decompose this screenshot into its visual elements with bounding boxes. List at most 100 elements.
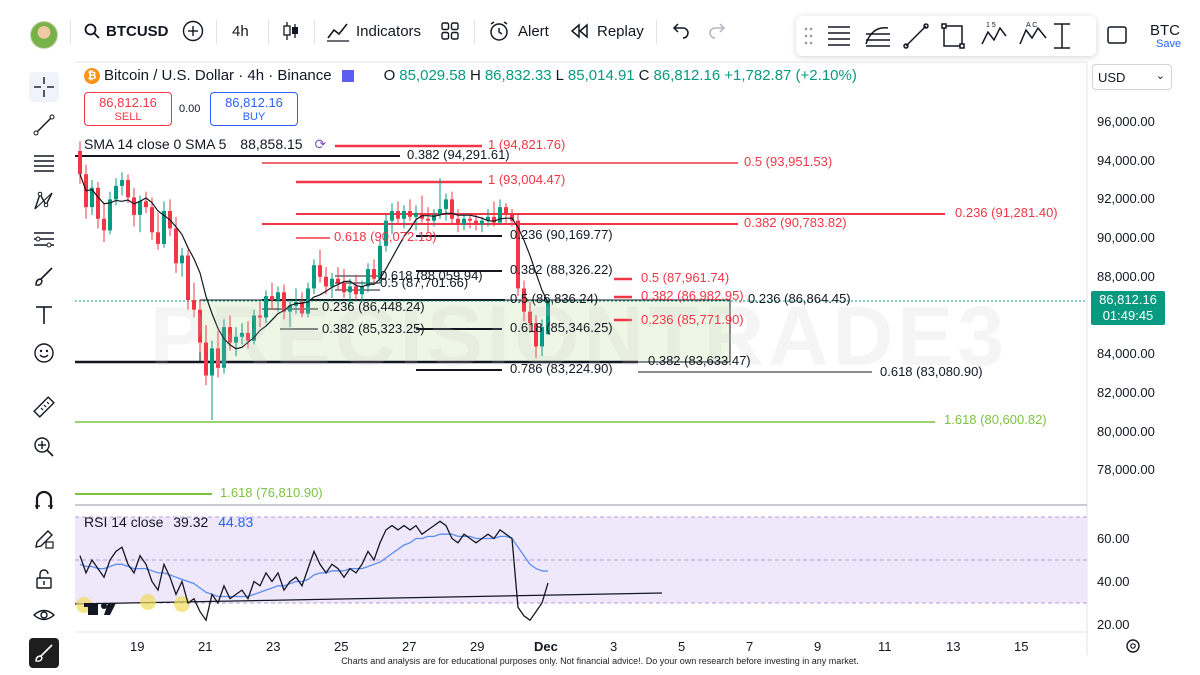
current-price-tag: 86,812.16 01:49:45 <box>1091 291 1165 325</box>
compare-symbol-button[interactable] <box>182 18 204 44</box>
emoji-tool[interactable] <box>29 338 59 368</box>
sell-price: 86,812.16 <box>99 95 157 110</box>
toolbar-divider <box>216 20 217 44</box>
toolbar-divider <box>314 20 315 44</box>
currency-select[interactable]: USD ⌄ <box>1092 64 1172 90</box>
brush-icon <box>35 267 53 286</box>
candle-body <box>498 207 502 223</box>
replay-button[interactable]: Replay <box>570 18 644 44</box>
fib-level-label: 0.382 (90,783.82) <box>744 214 847 230</box>
rsi-trendline[interactable] <box>74 592 663 605</box>
zoom-in-tool[interactable] <box>29 432 59 462</box>
indicators-button[interactable]: Indicators <box>326 18 421 44</box>
lock-open-icon <box>36 569 52 589</box>
interval-label: 4h <box>232 22 249 40</box>
fib-level-label: 0.382 (83,633.47) <box>648 353 751 369</box>
hide-drawings-tool[interactable] <box>29 600 59 630</box>
toolbar-divider <box>474 20 475 44</box>
sma-legend[interactable]: SMA 14 close 0 SMA 5 88,858.15 ⟳ <box>84 136 326 153</box>
date-axis-label: 21 <box>198 639 213 654</box>
interval-button[interactable]: 4h <box>232 18 249 44</box>
candle-body <box>528 311 532 324</box>
candle-body <box>258 315 262 318</box>
symbol-legend[interactable]: ₿ Bitcoin / U.S. Dollar · 4h · Binance O… <box>84 67 857 84</box>
user-avatar[interactable] <box>30 21 58 49</box>
forecast-tool[interactable] <box>29 224 59 254</box>
candle-body <box>120 180 124 186</box>
rsi-line <box>79 520 549 622</box>
alert-button[interactable]: Alert <box>488 18 549 44</box>
fib-level-label: 1.618 (76,810.90) <box>220 485 323 501</box>
candle-body <box>390 211 394 221</box>
brush-tool[interactable] <box>29 262 59 292</box>
alert-label: Alert <box>518 22 549 40</box>
candle-body <box>282 292 286 312</box>
candle-body <box>354 286 358 295</box>
text-tool[interactable] <box>29 300 59 330</box>
candle-body <box>150 207 154 233</box>
candle-body <box>162 211 166 244</box>
fib-level-label: 1.618 (80,600.82) <box>944 411 1047 427</box>
candle-body <box>348 286 352 293</box>
candle-body <box>402 211 406 219</box>
candle-body <box>444 199 448 210</box>
rsi-legend[interactable]: RSI 14 close 39.32 44.83 <box>84 514 253 530</box>
high-value: 86,832.33 <box>484 67 552 84</box>
candle-body <box>228 327 232 343</box>
buy-label: BUY <box>242 111 266 123</box>
candle-body <box>318 265 322 277</box>
currency-label: USD <box>1098 70 1126 85</box>
active-brush-tool[interactable] <box>29 638 59 668</box>
stay-in-drawing-mode-tool[interactable] <box>29 524 59 554</box>
forecast-icon <box>34 232 54 248</box>
price-axis-label: 80,000.00 <box>1097 423 1155 439</box>
candle-body <box>396 211 400 219</box>
save-link[interactable]: Save <box>1156 38 1182 50</box>
fib-level-label: 0.618 (83,080.90) <box>880 363 983 379</box>
candle-body <box>210 348 214 376</box>
redo-button[interactable] <box>708 18 728 44</box>
undo-icon <box>672 23 689 39</box>
fib-level-label: 0.5 (93,951.53) <box>744 153 833 169</box>
account-label[interactable]: BTC <box>1150 22 1180 39</box>
layout-button[interactable] <box>1106 22 1128 48</box>
candle-body <box>414 212 418 217</box>
candle-body <box>246 332 250 341</box>
measure-tool[interactable] <box>29 392 59 422</box>
candle-body <box>504 207 508 215</box>
candle-body <box>252 315 256 341</box>
lock-drawings-tool[interactable] <box>29 564 59 594</box>
settings-gear-icon[interactable] <box>1126 639 1140 653</box>
candle-body <box>450 199 454 219</box>
date-axis-label: 5 <box>678 639 686 654</box>
magnet-tool[interactable] <box>29 486 59 516</box>
fib-level-label: 0.5 (87,701.66) <box>380 274 469 290</box>
candle-body <box>216 348 220 368</box>
symbol-search-button[interactable]: BTCUSD <box>84 18 169 44</box>
fib-level-label: 0.618 (90,072.13) <box>334 228 437 244</box>
candle-body <box>180 255 184 264</box>
price-axis-label: 84,000.00 <box>1097 346 1155 362</box>
buy-button[interactable]: 86,812.16 BUY <box>210 92 298 126</box>
current-price-value: 86,812.16 <box>1099 292 1157 307</box>
brush-active-icon <box>35 644 53 662</box>
smiley-icon <box>34 343 54 363</box>
buy-price: 86,812.16 <box>225 95 283 110</box>
candle-body <box>126 180 130 198</box>
chart-type-button[interactable] <box>282 18 300 44</box>
pattern-tool[interactable] <box>29 186 59 216</box>
templates-button[interactable] <box>440 18 460 44</box>
price-axis-label: 88,000.00 <box>1097 268 1155 284</box>
spread-value: 0.00 <box>179 103 201 115</box>
undo-button[interactable] <box>670 18 690 44</box>
low-value: 85,014.91 <box>567 67 635 84</box>
candle-body <box>306 288 310 314</box>
candle-body <box>138 201 142 215</box>
sell-button[interactable]: 86,812.16 SELL <box>84 92 172 126</box>
crosshair-tool[interactable] <box>29 72 59 102</box>
trend-line-tool[interactable] <box>29 110 59 140</box>
candle-body <box>102 218 106 231</box>
fib-retracement-tool[interactable] <box>29 148 59 178</box>
toolbar-divider <box>268 20 269 44</box>
